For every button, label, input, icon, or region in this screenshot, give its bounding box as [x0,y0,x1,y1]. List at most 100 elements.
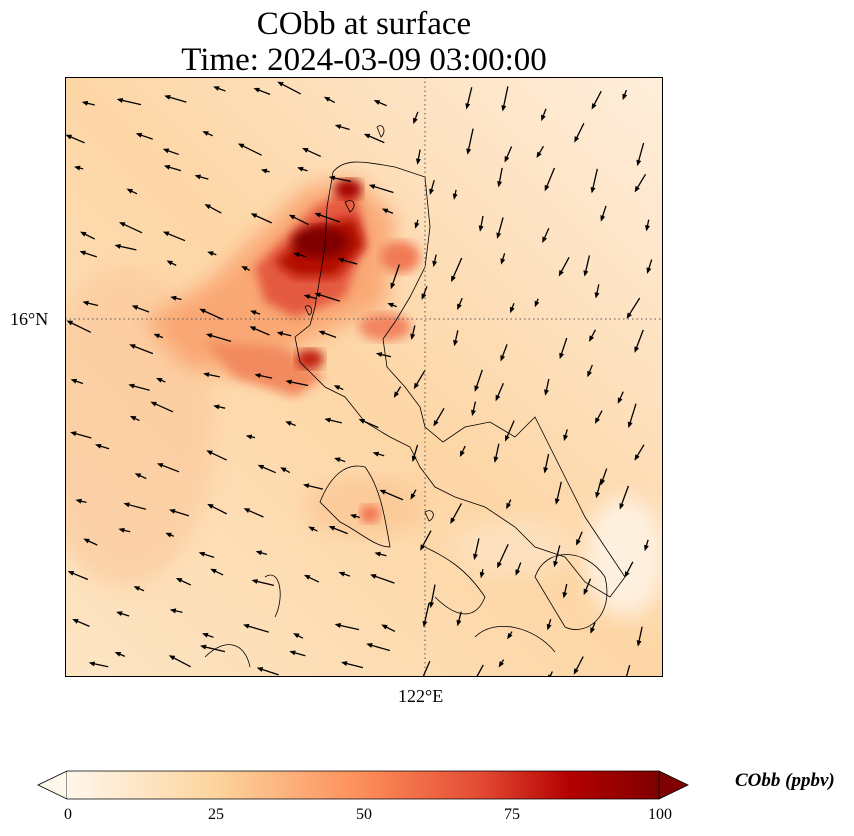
colorbar-label: CObb (ppbv) [735,770,835,791]
wind-arrow [368,184,394,194]
wind-arrow [410,489,417,500]
wind-arrow [341,661,364,669]
wind-arrow [600,205,607,222]
wind-arrow [245,434,256,440]
wind-arrow [381,208,394,214]
wind-arrow [293,633,304,639]
wind-arrow [334,623,360,631]
wind-arrow [250,213,272,224]
wind-arrow [576,531,583,546]
wind-arrow [314,292,340,302]
wind-arrow [153,333,164,339]
wind-arrow [496,217,504,239]
wind-arrow [118,527,131,533]
wind-arrow [553,545,561,568]
wind-arrow [334,124,350,131]
wind-arrow [241,266,251,271]
wind-arrow [543,453,550,474]
wind-arrow [515,562,522,576]
map-panel [65,77,663,677]
wind-arrow [617,391,624,404]
wind-arrow [128,383,150,391]
wind-arrow [450,503,463,524]
wind-arrow [636,626,643,647]
wind-arrow [166,260,177,266]
wind-arrow [129,415,140,422]
wind-arrow [379,489,404,501]
wind-arrow [381,624,396,633]
wind-arrow [285,379,309,387]
wind-arrow [308,526,318,532]
wind-arrow [415,149,421,165]
wind-arrow [506,499,512,510]
wind-arrow [168,655,192,668]
wind-arrow [433,408,445,427]
wind-arrow [374,551,387,557]
wind-arrow [237,143,262,156]
wind-arrow [411,444,419,462]
wind-arrow [534,298,540,308]
wind-arrow [276,331,292,337]
wind-arrow [619,485,630,510]
wind-arrow [410,325,416,341]
wind-arrow [334,457,346,463]
wind-arrow [544,378,550,396]
wind-arrow [70,378,84,385]
wind-arrow [595,478,602,499]
wind-arrow [66,320,92,333]
colorbar [37,770,689,800]
wind-arrow [202,131,214,137]
wind-arrow [420,530,432,551]
wind-arrow [590,622,596,634]
wind-arrow [622,89,628,101]
colorbar-tick: 0 [64,806,72,823]
wind-arrow [72,619,90,627]
wind-arrow [88,661,109,668]
wind-arrow [473,538,480,561]
wind-arrow [452,189,458,200]
wind-arrow [422,602,430,628]
wind-arrow [135,132,153,140]
wind-arrow [162,231,186,242]
wind-arrow [583,255,591,277]
wind-arrow [373,100,387,107]
wind-arrow [81,100,95,106]
wind-arrow [323,96,336,104]
wind-arrow [594,284,600,299]
wind-arrow [163,164,182,172]
wind-arrow [297,166,308,172]
wind-arrow [198,551,215,558]
wind-arrow [456,611,462,627]
wind-arrow [337,257,358,265]
colorbar-gradient [67,771,659,799]
wind-arrow [164,94,187,103]
colorbar-max-extend [658,770,689,800]
wind-arrow [500,253,506,265]
wind-arrow [207,503,228,515]
wind-arrow [414,219,420,229]
wind-arrow [203,372,220,378]
wind-arrow [338,571,351,577]
wind-arrow [387,302,397,308]
wind-arrow [293,252,307,258]
wind-arrow [280,467,291,474]
wind-arrow [459,445,466,457]
colorbar-tick: 50 [356,806,372,823]
wind-arrow [169,608,183,614]
wind-arrow [589,329,597,342]
wind-arrow [541,108,547,122]
wind-arrow [634,173,647,193]
wind-arrow [453,330,459,347]
wind-arrow [257,464,276,474]
wind-arrow [626,297,641,319]
wind-arrow [256,667,279,676]
wind-arrow [574,123,585,143]
wind-arrow [624,561,634,578]
wind-arrow [70,431,92,439]
wind-arrow [242,623,269,633]
wind-arrow [554,481,562,505]
wind-arrow [636,142,645,167]
wind-arrow [590,168,598,194]
wind-arrow [507,631,513,640]
wind-arrow [500,344,508,362]
